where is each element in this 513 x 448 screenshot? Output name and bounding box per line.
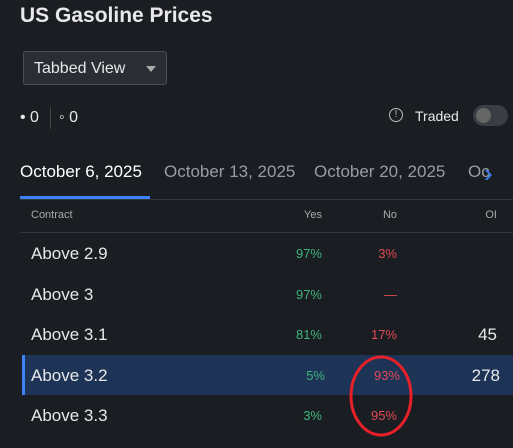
cell-yes: 3%: [303, 408, 322, 423]
toggle[interactable]: [473, 105, 508, 126]
date-tab[interactable]: October 6, 2025: [20, 162, 142, 181]
cell-no: 93%: [373, 367, 400, 383]
column-header: Contract: [31, 209, 73, 221]
active-tab-indicator: [20, 196, 150, 199]
divider: [20, 232, 513, 233]
date-tab[interactable]: October 13, 2025: [164, 162, 296, 181]
cell-contract: Above 3: [31, 284, 94, 304]
date-tab[interactable]: Oc: [468, 162, 490, 181]
table-row[interactable]: Above 3.2 5% 93% 278: [22, 354, 513, 395]
cell-yes: 81%: [295, 327, 322, 342]
counter: ◦ 0: [59, 109, 79, 126]
date-tab[interactable]: October 20, 2025: [314, 162, 446, 181]
view-dropdown[interactable]: Tabbed View: [23, 51, 167, 85]
cell-no: —: [384, 286, 397, 302]
column-header: No: [382, 209, 397, 221]
divider: [50, 107, 51, 129]
table-row[interactable]: Above 3.1 81% 17% 45: [22, 314, 513, 354]
next-tab-arrow[interactable]: ›: [484, 158, 493, 188]
dropdown-caret: [146, 66, 156, 77]
table-row[interactable]: Above 3.3 3% 95%: [22, 395, 513, 435]
cell-no: 17%: [370, 327, 397, 342]
cell-yes: 97%: [295, 246, 322, 261]
cell-oi: 278: [471, 365, 500, 385]
toggle-knob: [476, 108, 491, 123]
column-header: OI: [485, 209, 497, 221]
cell-contract: Above 2.9: [31, 244, 108, 263]
cell-yes: 97%: [295, 286, 322, 302]
red-circle-annotation: [349, 355, 413, 437]
table-row[interactable]: Above 3 97% —: [22, 274, 513, 314]
cell-yes: 5%: [306, 367, 325, 383]
column-header: Yes: [304, 209, 322, 221]
table-row[interactable]: Above 2.9 97% 3%: [22, 233, 513, 273]
cell-no: 95%: [370, 408, 397, 423]
cell-no: 3%: [378, 246, 397, 261]
cell-contract: Above 3.2: [31, 365, 108, 385]
counter: • 0: [20, 109, 39, 126]
dropdown-label: Tabbed View: [34, 60, 126, 77]
divider: [20, 199, 513, 200]
cell-contract: Above 3.3: [31, 406, 108, 425]
info-icon[interactable]: !: [389, 108, 403, 122]
cell-contract: Above 3.1: [31, 325, 108, 344]
toggle-label: Traded: [415, 108, 459, 124]
cell-oi: 45: [478, 325, 497, 344]
page-title: US Gasoline Prices: [20, 4, 213, 27]
tab-bar: October 6, 2025 October 13, 2025 October 2…: [20, 160, 500, 200]
